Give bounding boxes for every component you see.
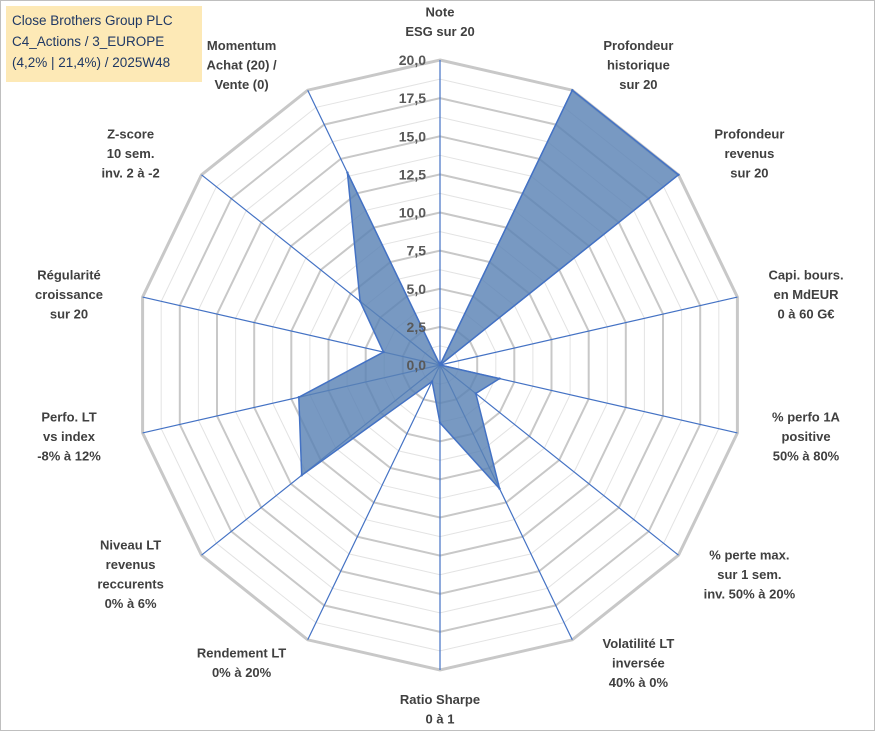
- axis-label-line: % perte max.: [709, 547, 789, 562]
- series-point: [571, 89, 574, 92]
- axis-label-line: revenus: [106, 557, 156, 572]
- series-point: [438, 421, 442, 425]
- axis-label-line: reccurents: [97, 577, 163, 592]
- axis-label-line: Volatilité LT: [603, 636, 675, 651]
- tick-label: 7,5: [407, 243, 427, 259]
- axis-label-line: sur 20: [50, 307, 88, 322]
- axis-label-line: vs index: [43, 429, 96, 444]
- axis-label-line: Régularité: [37, 268, 101, 283]
- axis-label-line: Vente (0): [215, 77, 269, 92]
- tick-label: 0,0: [407, 357, 427, 373]
- axis-label: Momentum Achat (20) / Vente (0): [207, 38, 277, 92]
- tick-label: 20,0: [399, 52, 426, 68]
- axis-label-line: Achat (20) /: [207, 58, 277, 73]
- axis-label-line: 40% à 0%: [609, 675, 669, 690]
- axis-label-line: historique: [607, 58, 670, 73]
- axis-label-line: Note: [426, 5, 455, 20]
- axis-label-line: % perfo 1A: [772, 410, 841, 425]
- series-point: [297, 396, 300, 399]
- axis-label: Volatilité LT inversée 40% à 0%: [603, 636, 675, 690]
- axis-label-line: 0% à 20%: [212, 665, 272, 680]
- axis-label: Profondeur revenus sur 20: [714, 127, 784, 181]
- axis-label: Note ESG sur 20: [405, 5, 474, 40]
- axis-label-line: 0 à 1: [426, 712, 455, 727]
- axis-label-line: positive: [781, 429, 830, 444]
- series-point: [300, 474, 303, 477]
- chart-title-box: Close Brothers Group PLC C4_Actions / 3_…: [6, 6, 202, 82]
- chart-title-line-1: Close Brothers Group PLC: [12, 13, 173, 28]
- axis-label-line: Niveau LT: [100, 538, 161, 553]
- axis-label-line: Rendement LT: [197, 646, 286, 661]
- axis-label-line: sur 1 sem.: [717, 567, 781, 582]
- axis-label-line: Profondeur: [714, 127, 784, 142]
- tick-label: 10,0: [399, 205, 426, 221]
- chart-title-line-3: (4,2% | 21,4%) / 2025W48: [12, 55, 171, 70]
- axis-label-line: revenus: [724, 146, 774, 161]
- chart-title-line-2: C4_Actions / 3_EUROPE: [12, 34, 165, 49]
- axis-label: Niveau LT revenus reccurents 0% à 6%: [97, 538, 163, 612]
- axis-spoke: [439, 296, 738, 366]
- axis-label-line: 0 à 60 G€: [777, 307, 834, 322]
- tick-label: 5,0: [407, 281, 427, 297]
- series-point: [498, 377, 501, 380]
- series-point: [498, 487, 501, 490]
- axis-label: % perte max. sur 1 sem. inv. 50% à 20%: [704, 547, 796, 601]
- tick-label: 17,5: [399, 90, 426, 106]
- axis-label: Rendement LT 0% à 20%: [197, 646, 286, 681]
- tick-label: 15,0: [399, 128, 426, 144]
- axis-label-line: Perfo. LT: [41, 410, 96, 425]
- axis-label: Profondeur historique sur 20: [603, 38, 673, 92]
- axis-label: Capi. bours. en MdEUR 0 à 60 G€: [768, 268, 843, 322]
- axis-label-line: ESG sur 20: [405, 24, 474, 39]
- series-point: [358, 300, 362, 303]
- axis-label-line: inv. 2 à -2: [101, 166, 159, 181]
- series-point: [430, 380, 434, 383]
- series-point: [438, 363, 442, 367]
- radar-axis-labels: Note ESG sur 20 Profondeur historique sur 20…: [35, 5, 844, 727]
- axis-label-line: inv. 50% à 20%: [704, 586, 796, 601]
- series-point: [346, 171, 349, 174]
- series-point: [677, 173, 680, 176]
- axis-label-line: Ratio Sharpe: [400, 692, 480, 707]
- radar-tick-labels: 0,0 2,5 5,0 7,5 10,0 12,5 15,0 17,5 20,0: [399, 52, 426, 373]
- axis-label: % perfo 1A positive 50% à 80%: [772, 410, 841, 464]
- axis-label-line: inversée: [612, 655, 665, 670]
- axis-spoke: [307, 364, 441, 641]
- axis-label: Perfo. LT vs index -8% à 12%: [37, 410, 101, 464]
- axis-label-line: -8% à 12%: [37, 449, 101, 464]
- axis-label-line: 0% à 6%: [105, 596, 157, 611]
- axis-label-line: Capi. bours.: [768, 268, 843, 283]
- tick-label: 12,5: [399, 166, 426, 182]
- axis-label-line: sur 20: [730, 166, 768, 181]
- axis-label-line: 10 sem.: [107, 146, 155, 161]
- series-point: [474, 392, 477, 395]
- axis-label-line: croissance: [35, 287, 103, 302]
- radar-series: [297, 89, 680, 490]
- axis-label-line: en MdEUR: [774, 287, 840, 302]
- axis-label: Z-score 10 sem. inv. 2 à -2: [101, 127, 159, 181]
- axis-label: Ratio Sharpe 0 à 1: [400, 692, 480, 727]
- axis-label: Régularité croissance sur 20: [35, 268, 103, 322]
- axis-label-line: sur 20: [619, 77, 657, 92]
- axis-spoke: [439, 364, 679, 556]
- axis-label-line: Profondeur: [603, 38, 673, 53]
- series-point: [382, 350, 385, 354]
- axis-label-line: Momentum: [207, 38, 276, 53]
- tick-label: 2,5: [407, 319, 427, 335]
- axis-label-line: Z-score: [107, 127, 154, 142]
- axis-label-line: 50% à 80%: [773, 449, 840, 464]
